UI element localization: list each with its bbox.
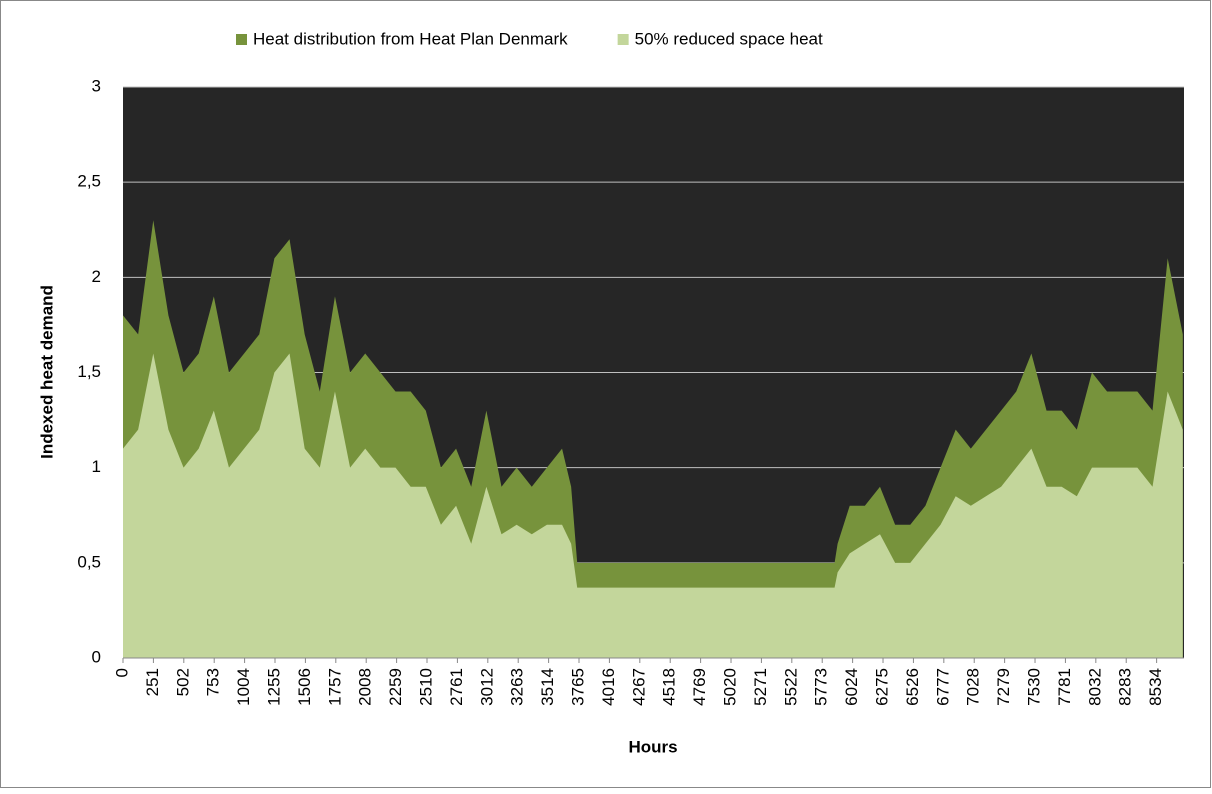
x-tick-label: 8283 [1116,668,1135,706]
x-tick-label: 3263 [508,668,527,706]
x-tick-label: 753 [204,668,223,696]
x-tick-label: 2510 [416,668,435,706]
x-tick-label: 6526 [903,668,922,706]
x-tick-label: 6275 [873,668,892,706]
y-tick-label: 1 [92,457,101,476]
x-tick-label: 0 [112,668,131,677]
area [123,353,1183,658]
x-tick-label: 3514 [538,668,557,706]
y-axis-title: Indexed heat demand [37,285,56,459]
y-tick-label: 1,5 [77,362,101,381]
y-tick-label: 2 [92,267,101,286]
y-tick-label: 0,5 [77,552,101,571]
x-tick-label: 4769 [690,668,709,706]
legend-label: Heat distribution from Heat Plan Denmark [253,29,568,48]
x-tick-label: 1757 [325,668,344,706]
x-tick-label: 5773 [812,668,831,706]
x-tick-label: 7028 [964,668,983,706]
y-tick-label: 3 [92,76,101,95]
x-tick-label: 7530 [1025,668,1044,706]
y-tick-label: 0 [92,647,101,666]
x-tick-label: 251 [143,668,162,696]
x-tick-label: 5271 [751,668,770,706]
x-tick-label: 8032 [1085,668,1104,706]
x-tick-label: 4016 [599,668,618,706]
x-tick-label: 2259 [386,668,405,706]
x-tick-label: 1255 [264,668,283,706]
x-tick-label: 7279 [994,668,1013,706]
x-tick-label: 4518 [660,668,679,706]
x-tick-label: 4267 [629,668,648,706]
x-tick-label: 2761 [447,668,466,706]
x-tick-label: 3012 [477,668,496,706]
x-tick-label: 2008 [356,668,375,706]
x-tick-label: 8534 [1146,668,1165,706]
x-tick-label: 7781 [1055,668,1074,706]
legend-swatch [617,34,629,45]
x-tick-label: 1506 [295,668,314,706]
legend-swatch [236,34,247,45]
y-tick-label: 2,5 [77,172,101,191]
x-tick-label: 1004 [234,668,253,706]
x-tick-label: 5020 [721,668,740,706]
x-tick-label: 502 [173,668,192,696]
x-tick-label: 6777 [933,668,952,706]
x-tick-label: 5522 [781,668,800,706]
x-tick-label: 6024 [842,668,861,706]
legend-label: 50% reduced space heat [635,29,823,48]
x-axis-title: Hours [628,737,677,756]
x-tick-label: 3765 [568,668,587,706]
